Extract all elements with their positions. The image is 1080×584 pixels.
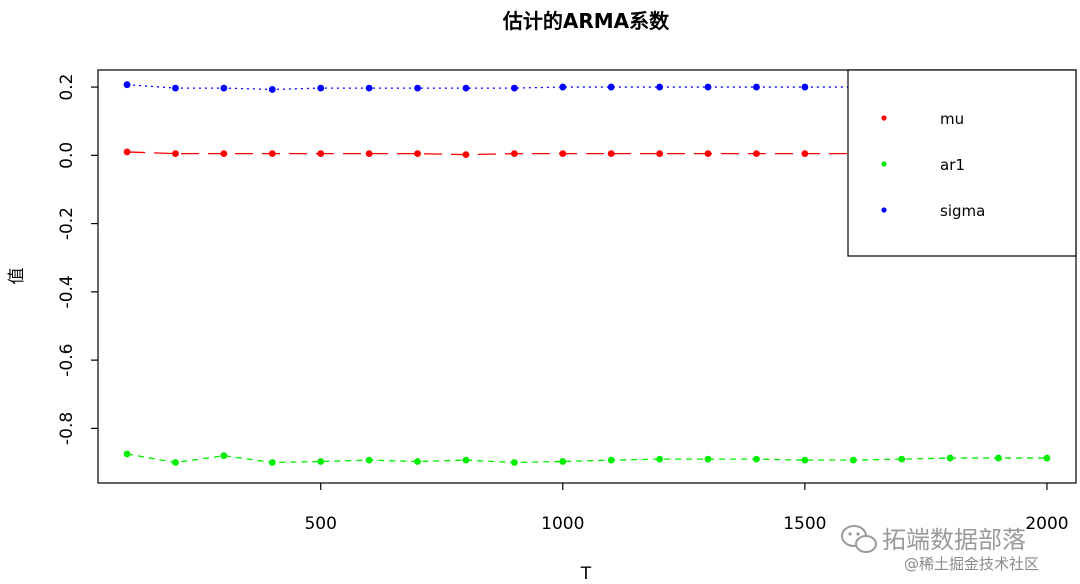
data-point-sigma	[607, 83, 615, 91]
y-axis: -0.8 -0.6 -0.4 -0.2 0.0 0.2	[57, 74, 98, 445]
y-tick-label: 0.0	[57, 142, 77, 169]
data-point-ar1	[704, 455, 712, 463]
watermark-brand: 拓端数据部落	[882, 526, 1026, 554]
data-point-ar1	[656, 455, 664, 463]
data-point-sigma	[559, 83, 567, 91]
data-point-mu	[510, 150, 518, 158]
data-point-mu	[656, 150, 664, 158]
x-axis-label: T	[580, 564, 592, 584]
data-point-mu	[317, 150, 325, 158]
data-point-sigma	[801, 83, 809, 91]
x-tick-label: 1000	[541, 514, 584, 534]
x-tick-label: 1500	[783, 514, 826, 534]
plot-frame	[97, 69, 1077, 484]
data-point-sigma	[414, 84, 421, 92]
data-point-mu	[172, 150, 179, 158]
y-tick-label: -0.4	[57, 275, 77, 308]
legend-marker-sigma	[881, 207, 887, 213]
data-point-ar1	[220, 452, 228, 460]
wechat-icon	[841, 525, 877, 553]
data-point-mu	[753, 150, 760, 158]
data-point-ar1	[898, 455, 906, 463]
data-point-mu	[268, 150, 276, 158]
data-point-ar1	[365, 456, 373, 464]
data-point-sigma	[704, 83, 712, 91]
x-tick-label: 2000	[1025, 514, 1068, 534]
data-point-ar1	[849, 456, 857, 464]
data-point-sigma	[656, 83, 664, 91]
data-point-ar1	[123, 450, 131, 458]
legend-label-mu: mu	[940, 110, 964, 128]
data-point-mu	[220, 150, 228, 158]
data-point-ar1	[414, 458, 421, 465]
x-axis: 500 1000 1500 2000	[304, 483, 1069, 534]
data-point-sigma	[462, 84, 470, 92]
data-point-sigma	[220, 84, 228, 92]
data-point-ar1	[1043, 454, 1051, 462]
data-point-ar1	[510, 459, 518, 466]
data-point-sigma	[172, 84, 179, 92]
y-tick-label: 0.2	[57, 74, 77, 101]
data-point-sigma	[510, 84, 518, 92]
watermark: 拓端数据部落 @稀土掘金技术社区	[841, 525, 1039, 573]
data-point-ar1	[268, 459, 276, 466]
data-point-ar1	[172, 459, 179, 466]
y-tick-label: -0.2	[57, 207, 77, 240]
data-point-sigma	[365, 84, 373, 92]
data-point-mu	[365, 150, 373, 158]
data-point-mu	[607, 150, 615, 158]
data-point-ar1	[607, 456, 615, 464]
series-line-ar1	[126, 453, 1047, 464]
data-point-mu	[123, 148, 131, 156]
y-tick-label: -0.8	[57, 412, 77, 445]
y-tick-label: -0.6	[57, 344, 77, 377]
data-point-ar1	[801, 456, 809, 464]
chart-title: 估计的ARMA系数	[502, 9, 670, 33]
data-point-sigma	[753, 83, 760, 91]
series-layer	[123, 81, 1051, 466]
data-point-ar1	[753, 455, 760, 463]
legend-marker-mu	[881, 115, 887, 121]
data-point-sigma	[317, 84, 325, 92]
data-point-mu	[704, 150, 712, 158]
data-point-sigma	[123, 81, 131, 89]
data-point-sigma	[268, 86, 276, 93]
legend: mu ar1 sigma	[847, 69, 1077, 257]
data-point-ar1	[462, 456, 470, 464]
data-point-ar1	[317, 458, 325, 465]
legend-label-sigma: sigma	[940, 202, 985, 220]
legend-label-ar1: ar1	[940, 156, 965, 174]
data-point-mu	[414, 150, 421, 158]
data-point-ar1	[559, 458, 567, 465]
watermark-sub: @稀土掘金技术社区	[904, 555, 1039, 573]
x-tick-label: 500	[304, 514, 336, 534]
data-point-ar1	[995, 454, 1002, 462]
legend-marker-ar1	[881, 161, 887, 167]
data-point-mu	[801, 150, 809, 158]
data-point-ar1	[946, 454, 954, 462]
data-point-mu	[462, 151, 470, 159]
y-axis-label: 值	[7, 268, 27, 285]
data-point-mu	[559, 150, 567, 158]
